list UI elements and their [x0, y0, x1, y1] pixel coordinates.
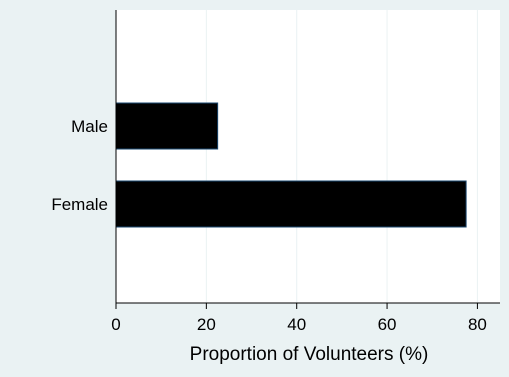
x-tick-label-40: 40: [287, 315, 306, 334]
bars: [115, 102, 467, 228]
category-label-male: Male: [71, 117, 108, 136]
bar-male: [115, 102, 219, 150]
axes: [115, 10, 500, 304]
x-tick-label-20: 20: [197, 315, 216, 334]
x-axis-ticks: 0 20 40 60 80: [111, 303, 487, 334]
plot-area: [116, 10, 500, 303]
x-tick-label-0: 0: [111, 315, 120, 334]
x-axis-title: Proportion of Volunteers (%): [190, 344, 429, 365]
category-label-female: Female: [51, 195, 108, 214]
x-tick-label-60: 60: [378, 315, 397, 334]
y-axis-category-labels: Male Female: [51, 117, 108, 214]
bar-female: [115, 180, 467, 228]
x-tick-label-80: 80: [468, 315, 487, 334]
gridlines: [205, 10, 478, 303]
